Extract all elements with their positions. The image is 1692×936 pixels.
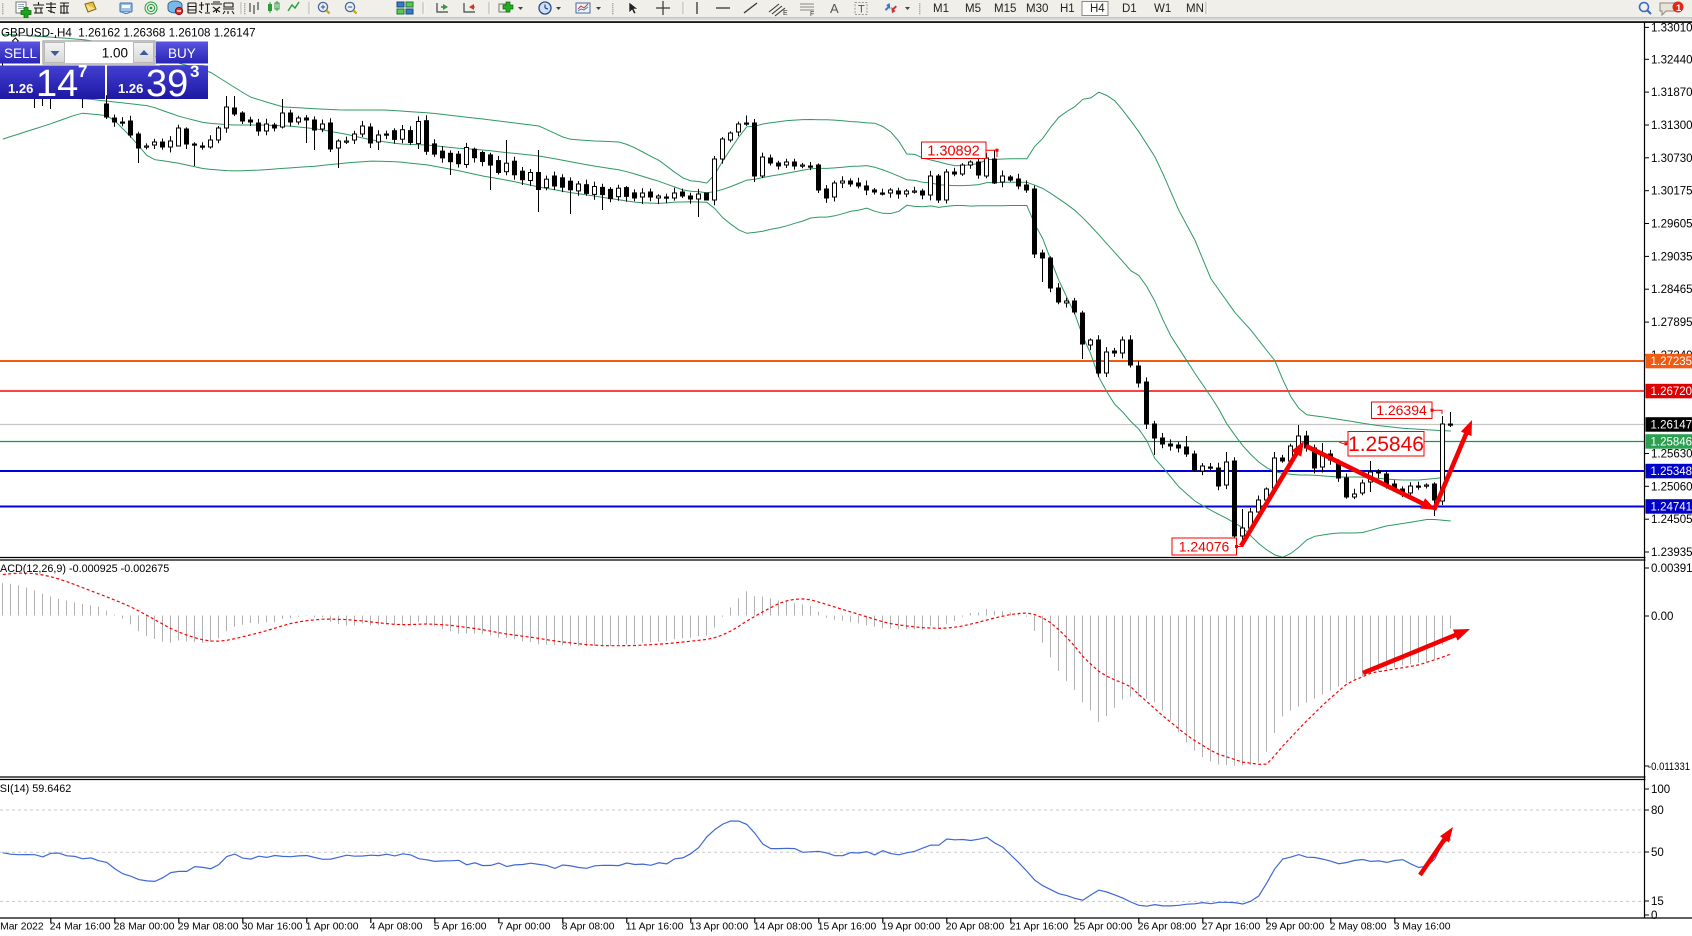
svg-text:15 Apr 16:00: 15 Apr 16:00 <box>818 922 877 933</box>
svg-text:1.26394: 1.26394 <box>1376 402 1427 418</box>
svg-text:1.25846: 1.25846 <box>1348 433 1424 456</box>
svg-text:0.00391: 0.00391 <box>1651 563 1692 575</box>
svg-text:F: F <box>810 11 814 18</box>
svg-text:M1: M1 <box>933 3 949 15</box>
svg-text:1.27895: 1.27895 <box>1651 317 1692 329</box>
svg-text:1 Apr 00:00: 1 Apr 00:00 <box>306 922 359 933</box>
svg-text:1.00: 1.00 <box>102 46 128 61</box>
svg-text:19 Apr 00:00: 19 Apr 00:00 <box>882 922 941 933</box>
svg-text:7: 7 <box>78 62 87 81</box>
svg-text:20 Apr 08:00: 20 Apr 08:00 <box>946 922 1005 933</box>
svg-text:21 Apr 16:00: 21 Apr 16:00 <box>1010 922 1069 933</box>
svg-text:80: 80 <box>1651 805 1664 817</box>
svg-text:1.25060: 1.25060 <box>1651 481 1692 493</box>
svg-text:15: 15 <box>1651 896 1664 908</box>
svg-text:1.30730: 1.30730 <box>1651 153 1692 165</box>
svg-text:H1: H1 <box>1060 3 1075 15</box>
svg-text:29 Apr 00:00: 29 Apr 00:00 <box>1266 922 1325 933</box>
svg-text:14: 14 <box>36 63 78 105</box>
svg-text:E: E <box>783 10 788 17</box>
svg-text:SELL: SELL <box>4 46 38 61</box>
svg-text:M5: M5 <box>965 3 981 15</box>
svg-text:1.26: 1.26 <box>118 81 143 96</box>
svg-text:2 May 08:00: 2 May 08:00 <box>1330 922 1387 933</box>
svg-text:RSI(14) 59.6462: RSI(14) 59.6462 <box>0 783 71 795</box>
svg-text:1.24076: 1.24076 <box>1179 539 1230 555</box>
svg-text:1.26: 1.26 <box>8 81 33 96</box>
svg-text:H4: H4 <box>1090 3 1105 15</box>
svg-text:100: 100 <box>1651 784 1670 796</box>
svg-text:28 Mar 00:00: 28 Mar 00:00 <box>114 922 175 933</box>
svg-text:27 Apr 16:00: 27 Apr 16:00 <box>1202 922 1261 933</box>
svg-text:1.32440: 1.32440 <box>1651 54 1692 66</box>
svg-text:1.30892: 1.30892 <box>927 144 979 160</box>
svg-text:BUY: BUY <box>168 46 196 61</box>
svg-text:26 Apr 08:00: 26 Apr 08:00 <box>1138 922 1197 933</box>
svg-text:1.25630: 1.25630 <box>1651 449 1692 461</box>
svg-text:GBPUSD-,H4 1.26162 1.26368 1.: GBPUSD-,H4 1.26162 1.26368 1.26108 1.261… <box>1 27 256 40</box>
svg-text:1.29605: 1.29605 <box>1651 219 1692 231</box>
svg-text:3: 3 <box>190 62 199 81</box>
svg-text:A: A <box>830 1 839 16</box>
svg-text:29 Mar 08:00: 29 Mar 08:00 <box>178 922 239 933</box>
svg-text:0: 0 <box>1651 910 1657 922</box>
svg-text:1.25348: 1.25348 <box>1651 466 1692 478</box>
svg-text:T: T <box>858 4 865 16</box>
svg-text:23 Mar 2022: 23 Mar 2022 <box>0 922 44 933</box>
svg-text:1.23935: 1.23935 <box>1651 547 1692 559</box>
svg-text:5 Apr 16:00: 5 Apr 16:00 <box>434 922 487 933</box>
svg-text:8 Apr 08:00: 8 Apr 08:00 <box>562 922 615 933</box>
svg-text:M30: M30 <box>1026 3 1048 15</box>
svg-text:1.29035: 1.29035 <box>1651 251 1692 263</box>
svg-text:1.31300: 1.31300 <box>1651 120 1692 132</box>
svg-text:7 Apr 00:00: 7 Apr 00:00 <box>498 922 551 933</box>
svg-text:50: 50 <box>1651 847 1664 859</box>
svg-text:MN: MN <box>1186 3 1204 15</box>
svg-text:4 Apr 08:00: 4 Apr 08:00 <box>370 922 423 933</box>
svg-text:W1: W1 <box>1154 3 1171 15</box>
svg-text:24 Mar 16:00: 24 Mar 16:00 <box>50 922 111 933</box>
svg-text:14 Apr 08:00: 14 Apr 08:00 <box>754 922 813 933</box>
svg-text:1.25846: 1.25846 <box>1651 437 1692 449</box>
svg-text:1.30175: 1.30175 <box>1651 186 1692 198</box>
svg-text:3 May 16:00: 3 May 16:00 <box>1394 922 1451 933</box>
svg-text:-0.011331: -0.011331 <box>1648 761 1690 773</box>
svg-text:1.27235: 1.27235 <box>1651 356 1692 368</box>
svg-text:1.31870: 1.31870 <box>1651 87 1692 99</box>
svg-text:0.00: 0.00 <box>1651 611 1673 623</box>
svg-text:1.24741: 1.24741 <box>1651 502 1692 514</box>
svg-text:30 Mar 16:00: 30 Mar 16:00 <box>242 922 303 933</box>
svg-text:1: 1 <box>1676 3 1682 14</box>
svg-text:1.24505: 1.24505 <box>1651 514 1692 526</box>
svg-text:MACD(12,26,9) -0.000925 -0.002: MACD(12,26,9) -0.000925 -0.002675 <box>0 563 169 575</box>
svg-text:1.26147: 1.26147 <box>1651 420 1692 432</box>
svg-text:1.28465: 1.28465 <box>1651 284 1692 296</box>
svg-text:1.33010: 1.33010 <box>1651 22 1692 34</box>
svg-text:13 Apr 00:00: 13 Apr 00:00 <box>690 922 749 933</box>
svg-text:11 Apr 16:00: 11 Apr 16:00 <box>626 922 684 933</box>
svg-text:D1: D1 <box>1122 3 1137 15</box>
svg-text:1.26720: 1.26720 <box>1651 386 1692 398</box>
svg-text:25 Apr 00:00: 25 Apr 00:00 <box>1074 922 1133 933</box>
svg-text:M15: M15 <box>994 3 1016 15</box>
svg-text:39: 39 <box>146 63 188 105</box>
